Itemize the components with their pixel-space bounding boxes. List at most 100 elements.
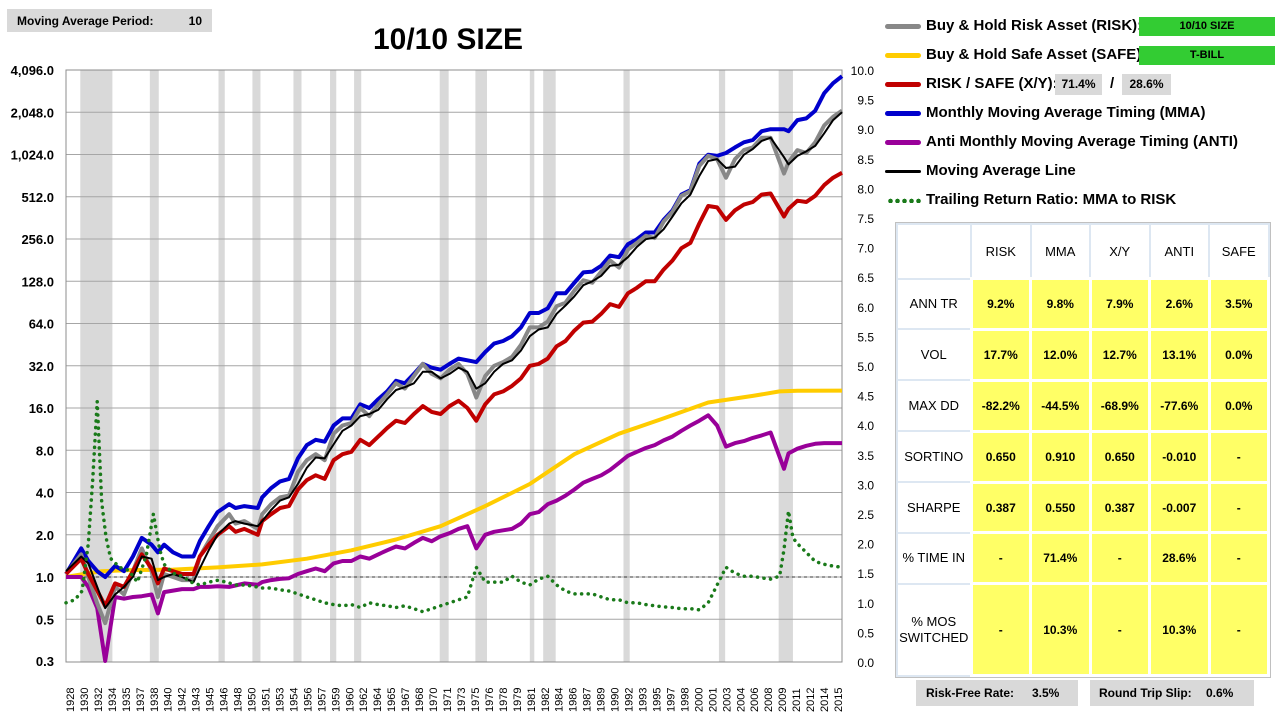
series-line bbox=[64, 399, 844, 614]
y2-tick-label: 8.5 bbox=[857, 153, 874, 167]
cell: 9.2% bbox=[969, 277, 1032, 331]
slip-value[interactable]: 0.6% bbox=[1206, 686, 1234, 700]
x-tick-label: 1957 bbox=[316, 688, 328, 712]
xy-safe-value[interactable]: 28.6% bbox=[1122, 74, 1171, 95]
x-tick-label: 1967 bbox=[400, 688, 412, 712]
x-tick-label: 1964 bbox=[372, 688, 384, 712]
x-tick-label: 1954 bbox=[288, 688, 300, 712]
y2-tick-label: 5.5 bbox=[857, 330, 874, 344]
row-label: VOL bbox=[896, 328, 972, 382]
x-tick-label: 1995 bbox=[651, 688, 663, 712]
legend-swatch-anti bbox=[885, 140, 921, 145]
x-tick-label: 1978 bbox=[498, 688, 510, 712]
cell: 12.7% bbox=[1088, 327, 1151, 382]
series-line bbox=[65, 111, 843, 610]
x-tick-label: 2009 bbox=[777, 688, 789, 712]
y2-tick-label: 3.0 bbox=[857, 478, 874, 492]
x-tick-label: 1971 bbox=[442, 688, 454, 712]
cell: - bbox=[1088, 582, 1151, 677]
cell: 2.6% bbox=[1148, 277, 1211, 331]
y-tick-label: 64.0 bbox=[29, 317, 54, 332]
cell: - bbox=[1207, 480, 1270, 535]
y2-tick-label: 9.0 bbox=[857, 123, 874, 137]
y2-tick-label: 8.0 bbox=[857, 182, 874, 196]
x-tick-label: 1965 bbox=[386, 688, 398, 712]
series-line bbox=[64, 170, 843, 609]
risk-asset-value[interactable]: 10/10 SIZE bbox=[1139, 17, 1275, 36]
legend-safe-label: Buy & Hold Safe Asset (SAFE): bbox=[926, 46, 1147, 63]
y2-tick-label: 1.0 bbox=[857, 597, 874, 611]
y-tick-label: 4,096.0 bbox=[11, 63, 54, 78]
x-tick-label: 1934 bbox=[107, 688, 119, 712]
y-tick-label: 0.3 bbox=[36, 654, 54, 669]
x-tick-label: 1942 bbox=[177, 688, 189, 712]
cell: 0.0% bbox=[1207, 378, 1270, 433]
row-label: SHARPE bbox=[896, 481, 972, 534]
legend-swatch-mma bbox=[885, 111, 921, 116]
x-tick-label: 1987 bbox=[582, 688, 594, 712]
xy-separator: / bbox=[1110, 75, 1115, 92]
x-tick-label: 1948 bbox=[233, 688, 245, 712]
x-tick-label: 1959 bbox=[330, 688, 342, 712]
y2-tick-label: 3.5 bbox=[857, 449, 874, 463]
cell: - bbox=[1207, 582, 1270, 677]
cell: 7.9% bbox=[1088, 277, 1151, 331]
y2-tick-label: 10.0 bbox=[851, 64, 875, 78]
cell: 10.3% bbox=[1148, 582, 1211, 677]
y2-tick-label: 5.0 bbox=[857, 360, 874, 374]
x-tick-label: 1935 bbox=[121, 688, 133, 712]
stats-col-safe: SAFE bbox=[1208, 223, 1270, 280]
y2-tick-label: 6.0 bbox=[857, 301, 874, 315]
x-tick-label: 1998 bbox=[679, 688, 691, 712]
safe-asset-value[interactable]: T-BILL bbox=[1139, 46, 1275, 65]
row-label: SORTINO bbox=[896, 430, 972, 484]
cell: 0.650 bbox=[969, 429, 1032, 484]
row-label: % MOS SWITCHED bbox=[896, 582, 972, 677]
x-tick-label: 1945 bbox=[205, 688, 217, 712]
x-tick-label: 1962 bbox=[358, 688, 370, 712]
chart-title: 10/10 SIZE bbox=[373, 23, 523, 56]
x-tick-label: 2015 bbox=[833, 688, 845, 712]
legend-swatch-ratio bbox=[887, 198, 921, 203]
legend-mma-label: Monthly Moving Average Timing (MMA) bbox=[926, 104, 1206, 121]
x-tick-label: 2004 bbox=[735, 688, 747, 712]
cell: 13.1% bbox=[1148, 327, 1211, 382]
slip-label: Round Trip Slip: bbox=[1099, 686, 1192, 700]
y-tick-label: 0.5 bbox=[36, 612, 54, 627]
series-line bbox=[64, 109, 844, 626]
y2-tick-label: 7.5 bbox=[857, 212, 874, 226]
table-row: VOL 17.7% 12.0% 12.7% 13.1% 0.0% bbox=[896, 327, 1270, 382]
x-tick-label: 1968 bbox=[414, 688, 426, 712]
series-line bbox=[65, 388, 843, 579]
legend-swatch-risk bbox=[885, 24, 921, 29]
cell: -68.9% bbox=[1088, 378, 1151, 433]
x-tick-label: 1992 bbox=[624, 688, 636, 712]
x-tick-label: 1953 bbox=[274, 688, 286, 712]
ma-period-value[interactable]: 10 bbox=[188, 14, 202, 28]
stats-header-row: RISK MMA X/Y ANTI SAFE bbox=[896, 223, 1270, 280]
xy-risk-value[interactable]: 71.4% bbox=[1055, 74, 1102, 95]
rf-value[interactable]: 3.5% bbox=[1032, 686, 1060, 700]
cell: 10.3% bbox=[1029, 582, 1092, 677]
cell: 0.550 bbox=[1029, 480, 1092, 535]
y-tick-label: 32.0 bbox=[29, 359, 54, 374]
x-tick-label: 2001 bbox=[707, 688, 719, 712]
x-tick-label: 2014 bbox=[819, 688, 831, 712]
y-tick-label: 2,048.0 bbox=[11, 105, 54, 120]
x-tick-label: 2008 bbox=[763, 688, 775, 712]
x-tick-label: 1973 bbox=[456, 688, 468, 712]
y2-tick-label: 1.5 bbox=[857, 567, 874, 581]
y-tick-label: 2.0 bbox=[36, 528, 54, 543]
stats-col-risk: RISK bbox=[970, 223, 1032, 280]
x-tick-label: 1940 bbox=[163, 688, 175, 712]
y-tick-label: 128.0 bbox=[21, 274, 54, 289]
cell: - bbox=[969, 582, 1032, 677]
y-tick-label: 8.0 bbox=[36, 443, 54, 458]
x-tick-label: 1982 bbox=[540, 688, 552, 712]
cell: 0.0% bbox=[1207, 327, 1270, 382]
series-line bbox=[64, 74, 844, 579]
x-tick-label: 1981 bbox=[526, 688, 538, 712]
x-tick-label: 2000 bbox=[693, 688, 705, 712]
stats-col-xy: X/Y bbox=[1089, 223, 1151, 280]
y2-tick-label: 2.0 bbox=[857, 538, 874, 552]
